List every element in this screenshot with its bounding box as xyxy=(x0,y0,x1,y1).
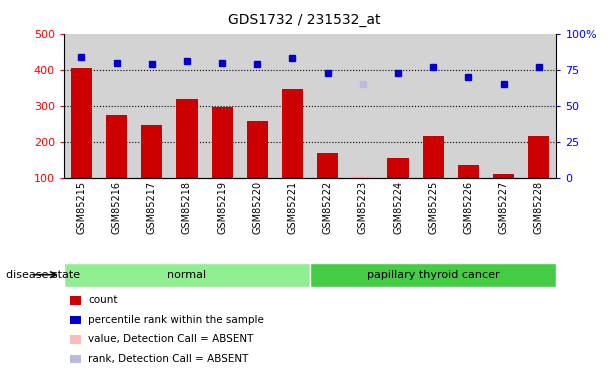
Text: GSM85222: GSM85222 xyxy=(323,181,333,234)
Text: disease state: disease state xyxy=(6,270,80,280)
Bar xyxy=(106,115,127,178)
Text: normal: normal xyxy=(167,270,207,280)
Text: rank, Detection Call = ABSENT: rank, Detection Call = ABSENT xyxy=(88,354,249,364)
Bar xyxy=(387,158,409,178)
Text: GSM85217: GSM85217 xyxy=(147,181,157,234)
Bar xyxy=(352,176,373,178)
Bar xyxy=(212,106,233,178)
Text: GSM85227: GSM85227 xyxy=(499,181,508,234)
Text: GSM85223: GSM85223 xyxy=(358,181,368,234)
Text: GSM85226: GSM85226 xyxy=(463,181,474,234)
Text: GSM85216: GSM85216 xyxy=(112,181,122,234)
Bar xyxy=(310,262,556,287)
Bar xyxy=(176,99,198,178)
Text: count: count xyxy=(88,296,118,305)
Bar xyxy=(528,135,549,178)
Text: percentile rank within the sample: percentile rank within the sample xyxy=(88,315,264,325)
Bar xyxy=(247,122,268,178)
Text: GSM85219: GSM85219 xyxy=(217,181,227,234)
Text: GSM85224: GSM85224 xyxy=(393,181,403,234)
Bar xyxy=(493,174,514,178)
Text: GSM85221: GSM85221 xyxy=(288,181,297,234)
Bar xyxy=(423,135,444,178)
Bar xyxy=(141,125,162,178)
Text: GDS1732 / 231532_at: GDS1732 / 231532_at xyxy=(228,13,380,27)
Text: value, Detection Call = ABSENT: value, Detection Call = ABSENT xyxy=(88,334,254,344)
Bar xyxy=(64,262,310,287)
Bar xyxy=(317,153,338,178)
Text: GSM85228: GSM85228 xyxy=(534,181,544,234)
Text: GSM85220: GSM85220 xyxy=(252,181,262,234)
Text: GSM85215: GSM85215 xyxy=(77,181,86,234)
Text: GSM85225: GSM85225 xyxy=(428,181,438,234)
Text: papillary thyroid cancer: papillary thyroid cancer xyxy=(367,270,500,280)
Text: GSM85218: GSM85218 xyxy=(182,181,192,234)
Bar xyxy=(71,68,92,178)
Bar xyxy=(282,88,303,178)
Bar xyxy=(458,165,479,178)
